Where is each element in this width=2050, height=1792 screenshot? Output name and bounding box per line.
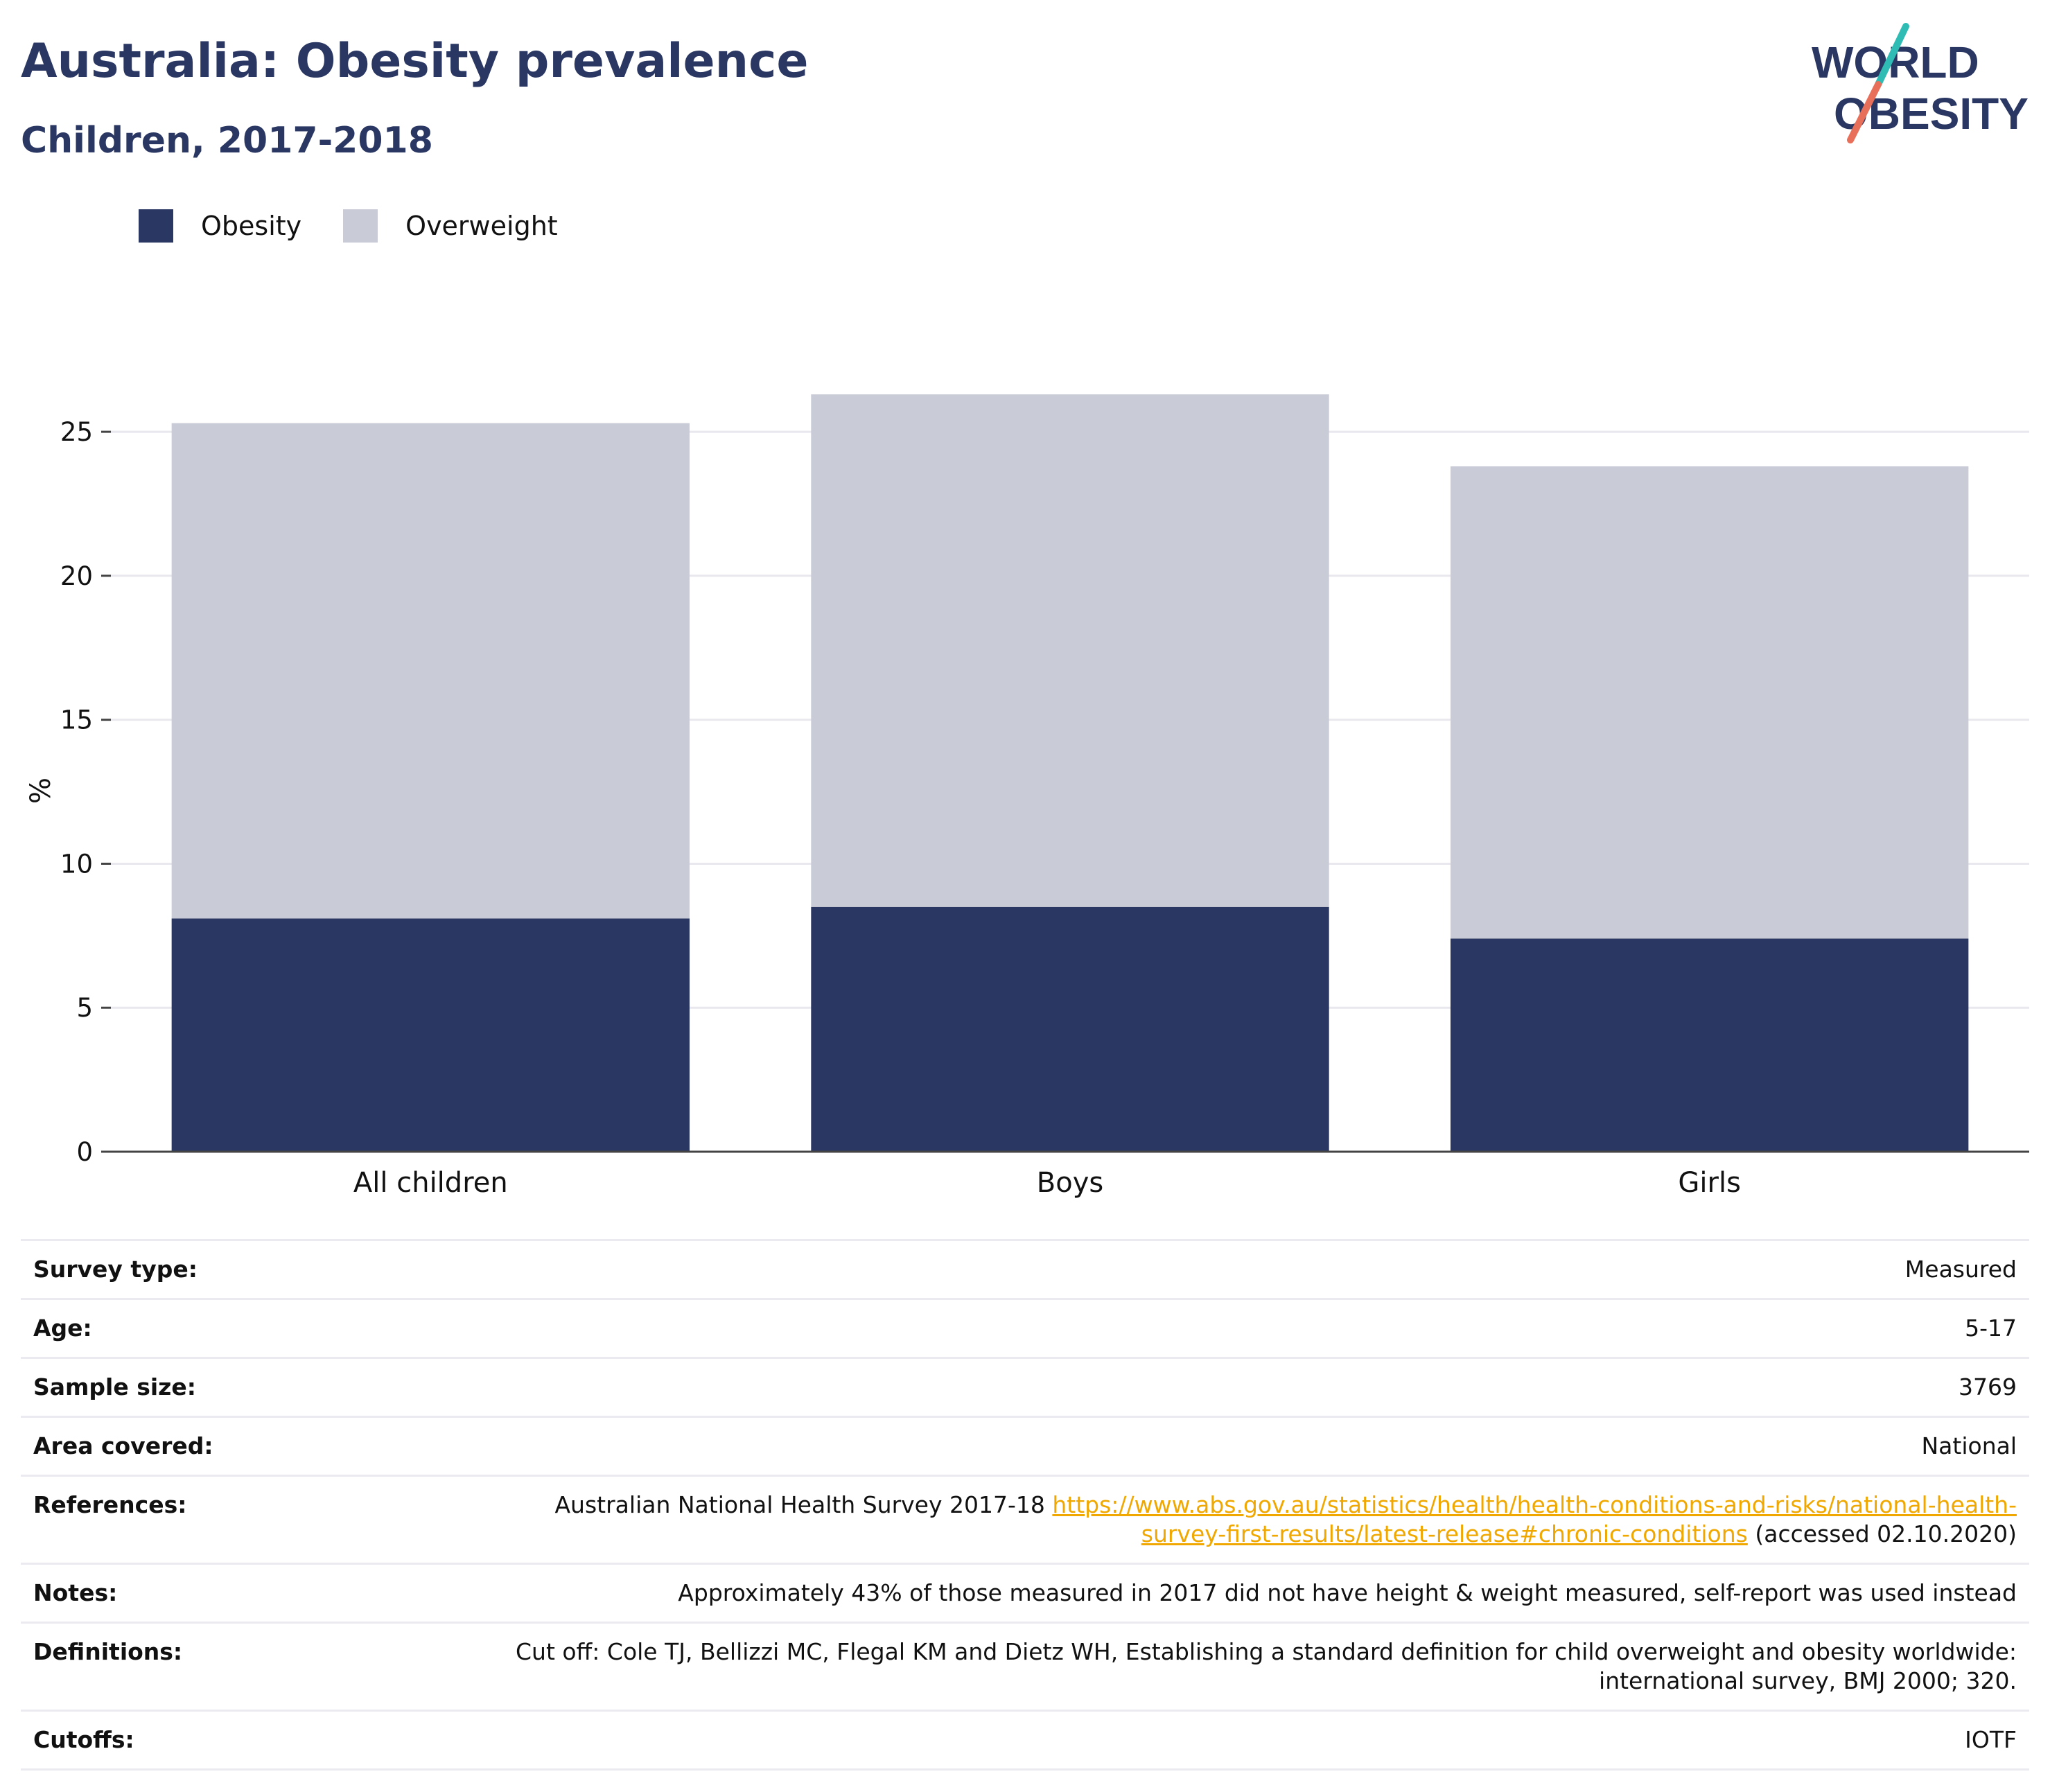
y-tick-label-25: 25 (60, 417, 93, 447)
info-value-survey-type: Measured (489, 1239, 2029, 1299)
info-label-references: References: (21, 1475, 489, 1564)
logo-slash-coral (1847, 81, 1882, 143)
info-label-survey-type: Survey type: (21, 1239, 489, 1299)
legend-label-obesity: Obesity (201, 211, 302, 241)
info-label-sample-size: Sample size: (21, 1357, 489, 1417)
info-row-survey-type: Survey type: Measured (21, 1239, 2029, 1299)
info-value-age: 5-17 (489, 1298, 2029, 1358)
y-tick-label-0: 0 (76, 1137, 93, 1167)
bar-obesity-girls (1450, 938, 1969, 1152)
info-value-references: Australian National Health Survey 2017-1… (489, 1475, 2029, 1564)
info-label-notes: Notes: (21, 1563, 489, 1623)
survey-info-table: Survey type: Measured Age: 5-17 Sample s… (21, 1239, 2029, 1771)
info-row-notes: Notes: Approximately 43% of those measur… (21, 1563, 2029, 1623)
info-row-sample-size: Sample size: 3769 (21, 1357, 2029, 1417)
info-row-area-covered: Area covered: National (21, 1416, 2029, 1476)
bar-overweight-all-children (171, 423, 690, 919)
info-row-definitions: Definitions: Cut off: Cole TJ, Bellizzi … (21, 1622, 2029, 1711)
reference-accessed: (accessed 02.10.2020) (1755, 1520, 2017, 1547)
info-row-age: Age: 5-17 (21, 1298, 2029, 1358)
info-label-age: Age: (21, 1298, 489, 1358)
reference-source: Australian National Health Survey 2017-1… (554, 1491, 1045, 1518)
legend-item-obesity[interactable]: Obesity (139, 209, 301, 243)
y-tick-label-5: 5 (76, 993, 93, 1023)
bar-overweight-girls (1450, 466, 1969, 939)
chart-subtitle: Children, 2017-2018 (21, 120, 433, 161)
world-obesity-logo: WORLD OBESITY (1812, 23, 2029, 143)
info-value-cutoffs: IOTF (489, 1710, 2029, 1771)
legend-swatch-obesity (139, 209, 173, 243)
info-value-notes: Approximately 43% of those measured in 2… (489, 1563, 2029, 1623)
x-tick-label-girls: Girls (1678, 1167, 1741, 1199)
legend-swatch-overweight (343, 209, 378, 243)
y-tick-label-10: 10 (60, 849, 93, 879)
info-value-sample-size: 3769 (489, 1357, 2029, 1417)
logo-slash-teal (1875, 23, 1909, 88)
info-label-area-covered: Area covered: (21, 1416, 489, 1476)
info-label-definitions: Definitions: (21, 1622, 489, 1711)
x-tick-label-boys: Boys (1037, 1167, 1103, 1199)
reference-link[interactable]: https://www.abs.gov.au/statistics/health… (1052, 1491, 2017, 1547)
chart-legend: Obesity Overweight (139, 207, 599, 245)
info-value-definitions: Cut off: Cole TJ, Bellizzi MC, Flegal KM… (489, 1622, 2029, 1711)
legend-item-overweight[interactable]: Overweight (343, 209, 558, 243)
stacked-bar-chart: 0 5 10 15 20 25% All children Boys Girls (25, 394, 2029, 1199)
info-row-cutoffs: Cutoffs: IOTF (21, 1710, 2029, 1771)
x-tick-label-all-children: All children (353, 1167, 508, 1199)
chart-title: Australia: Obesity prevalence (21, 34, 809, 89)
bar-overweight-boys (811, 394, 1329, 907)
y-tick-label-20: 20 (60, 561, 93, 591)
bar-obesity-boys (811, 906, 1329, 1152)
info-label-cutoffs: Cutoffs: (21, 1710, 489, 1771)
y-tick-label-15: 15 (60, 705, 93, 735)
legend-label-overweight: Overweight (405, 211, 558, 241)
info-value-area-covered: National (489, 1416, 2029, 1476)
info-row-references: References: Australian National Health S… (21, 1475, 2029, 1564)
y-axis-label: % (25, 778, 57, 804)
bar-obesity-all-children (171, 918, 690, 1152)
